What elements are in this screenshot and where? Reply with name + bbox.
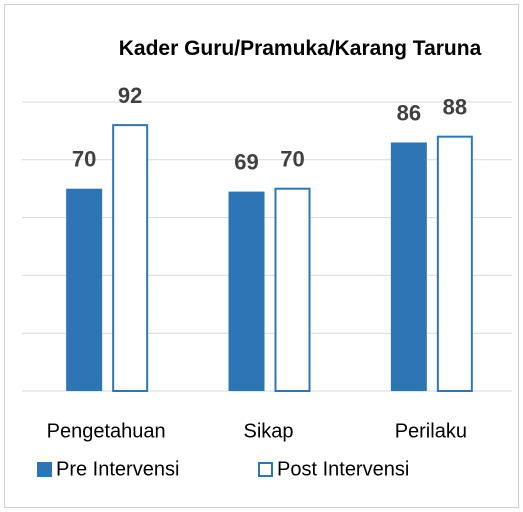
legend-swatch	[37, 462, 52, 477]
chart-title: Kader Guru/Pramuka/Karang Taruna	[118, 37, 482, 60]
bar	[228, 191, 265, 391]
bar	[436, 135, 473, 392]
bar	[274, 187, 311, 392]
bar	[66, 188, 103, 391]
legend-label: Post Intervensi	[277, 458, 409, 480]
bar	[112, 124, 149, 393]
data-label: 70	[72, 147, 96, 172]
data-label: 70	[280, 147, 304, 172]
legend-swatch	[258, 462, 273, 477]
bar	[390, 142, 427, 391]
x-tick-label: Pengetahuan	[47, 420, 166, 442]
x-tick-label: Sikap	[243, 420, 293, 442]
data-label: 92	[118, 83, 142, 108]
data-label: 86	[397, 100, 421, 125]
legend-label: Pre Intervensi	[56, 458, 179, 480]
data-label: 69	[234, 149, 258, 174]
data-label: 88	[443, 94, 467, 119]
x-tick-label: Perilaku	[395, 420, 467, 442]
